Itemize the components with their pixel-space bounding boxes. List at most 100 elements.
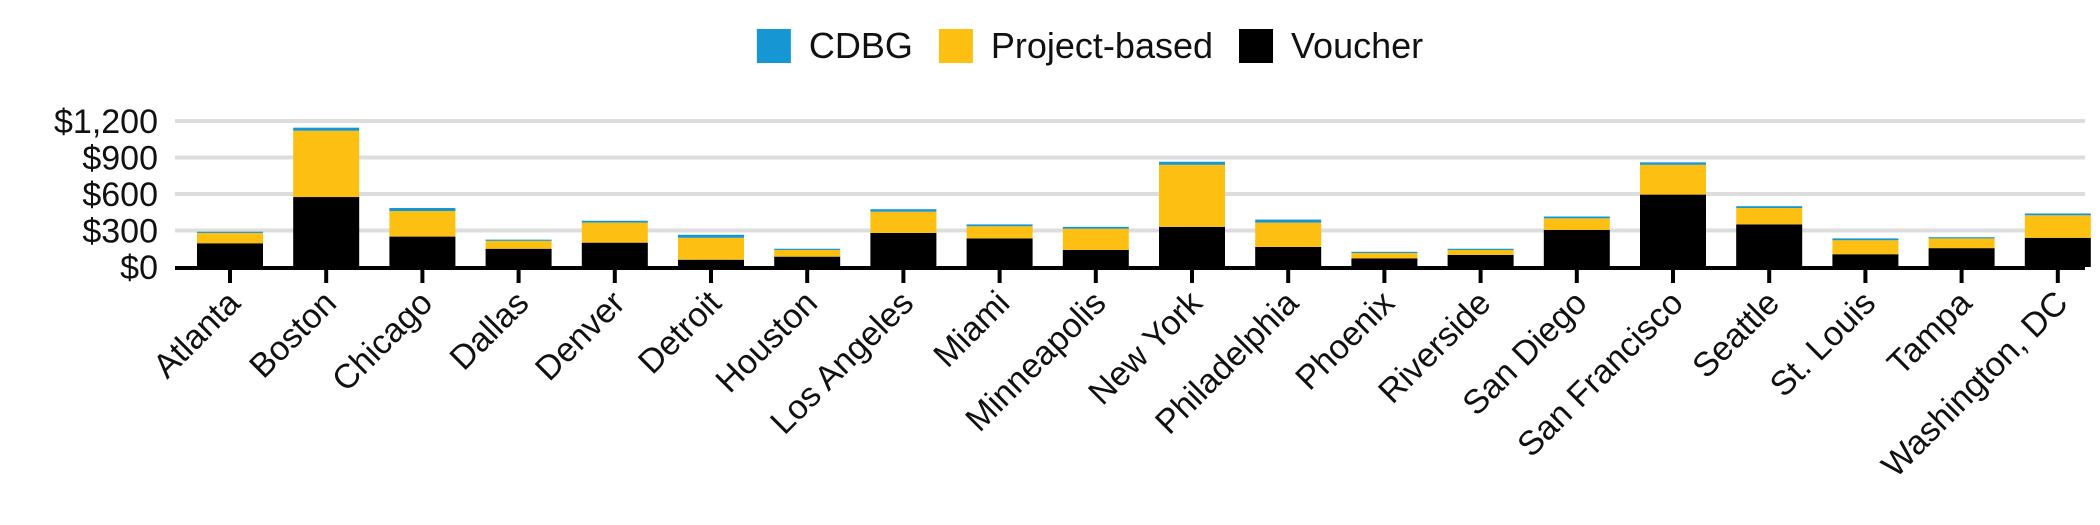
bar-voucher-seattle [1736,224,1803,267]
bar-voucher-phoenix [1351,258,1418,267]
y-tick-label: $600 [82,176,158,214]
bar-group-new-york [1159,161,1225,267]
x-tick-label-chicago: Chicago [325,284,440,399]
x-tick-label-atlanta: Atlanta [146,284,248,386]
bar-group-houston [774,248,841,267]
x-tick-label-st-louis: St. Louis [1763,284,1883,404]
bar-voucher-riverside [1447,254,1514,267]
bar-group-philadelphia [1255,219,1322,267]
bar-voucher-detroit [678,259,744,267]
bar-cdbg-new-york [1159,161,1225,165]
bar-project-based-boston [293,130,360,198]
bar-project-based-dallas [485,240,552,249]
bar-group-boston [293,127,360,267]
legend-swatch-voucher [1239,29,1274,63]
bar-cdbg-phoenix [1351,251,1418,254]
bar-cdbg-washington-dc [2024,213,2091,216]
bar-voucher-tampa [1928,248,1995,267]
bar-project-based-washington-dc [2024,215,2091,238]
bar-voucher-st-louis [1832,254,1899,267]
y-tick-label: $900 [82,140,158,178]
bar-project-based-atlanta [197,232,263,244]
bar-project-based-chicago [389,211,456,237]
bar-project-based-st-louis [1832,240,1899,255]
bar-project-based-miami [966,226,1033,239]
bar-group-chicago [389,207,456,267]
bar-cdbg-st-louis [1832,238,1899,241]
bar-cdbg-minneapolis [1062,226,1129,229]
bar-group-phoenix [1351,251,1418,267]
y-axis: $0$300$600$900$1,200 [54,103,158,287]
bar-cdbg-denver [581,220,648,223]
bar-group-washington-dc [2024,213,2091,267]
bar-group-denver [581,220,648,267]
x-tick-label-miami: Miami [926,284,1017,375]
bar-project-based-denver [581,222,648,243]
bar-cdbg-san-diego [1543,216,1610,219]
x-tick-label-san-francisco: San Francisco [1510,284,1691,465]
y-tick-label: $1,200 [54,103,158,141]
bar-voucher-boston [293,197,360,267]
bar-group-atlanta [197,231,263,267]
bar-cdbg-philadelphia [1255,219,1322,223]
bar-voucher-san-diego [1543,229,1610,267]
bar-project-based-phoenix [1351,253,1418,259]
bar-cdbg-riverside [1447,248,1514,250]
bar-project-based-riverside [1447,249,1514,255]
bar-project-based-detroit [678,237,744,260]
legend-label-voucher: Voucher [1291,25,1423,66]
bar-cdbg-seattle [1736,206,1803,208]
bar-project-based-philadelphia [1255,222,1322,247]
bar-cdbg-chicago [389,207,456,212]
bar-voucher-denver [581,242,648,267]
y-tick-label: $0 [120,249,158,287]
bar-voucher-dallas [485,248,552,267]
bar-cdbg-los-angeles [870,209,937,212]
bar-group-detroit [678,234,744,267]
bar-group-tampa [1928,237,1995,267]
bar-cdbg-miami [966,224,1033,227]
bar-group-san-francisco [1640,162,1706,267]
bar-voucher-minneapolis [1062,249,1129,267]
bar-group-riverside [1447,248,1514,267]
bar-project-based-seattle [1736,207,1803,225]
bar-cdbg-boston [293,127,360,131]
bar-project-based-minneapolis [1062,228,1129,250]
bar-project-based-san-francisco [1640,164,1706,195]
bar-cdbg-detroit [678,234,744,238]
bar-cdbg-atlanta [197,231,263,233]
bars [197,127,2091,267]
bar-cdbg-tampa [1928,237,1995,239]
bar-group-miami [966,224,1033,267]
bar-cdbg-houston [774,248,841,250]
bar-project-based-los-angeles [870,211,937,233]
bar-group-st-louis [1832,238,1899,267]
bar-cdbg-dallas [485,239,552,241]
bar-voucher-los-angeles [870,232,937,267]
bar-voucher-chicago [389,236,456,267]
bar-project-based-houston [774,249,841,257]
legend-label-cdbg: CDBG [809,25,913,66]
bar-voucher-washington-dc [2024,237,2091,267]
legend-swatch-project-based [938,29,973,63]
bar-voucher-san-francisco [1640,194,1706,267]
bar-group-los-angeles [870,209,937,267]
y-tick-label: $300 [82,213,158,251]
bar-project-based-new-york [1159,164,1225,227]
bar-voucher-houston [774,256,841,267]
bar-group-seattle [1736,206,1803,267]
legend-swatch-cdbg [756,29,791,63]
bar-project-based-san-diego [1543,218,1610,230]
bar-group-dallas [485,239,552,267]
bar-group-minneapolis [1062,226,1129,267]
bar-voucher-new-york [1159,226,1225,267]
bar-project-based-tampa [1928,238,1995,249]
x-tick-label-denver: Denver [528,284,632,388]
bar-cdbg-san-francisco [1640,162,1706,165]
bar-group-san-diego [1543,216,1610,267]
legend-label-project-based: Project-based [991,25,1213,66]
bar-voucher-philadelphia [1255,246,1322,267]
bar-voucher-miami [966,238,1033,267]
